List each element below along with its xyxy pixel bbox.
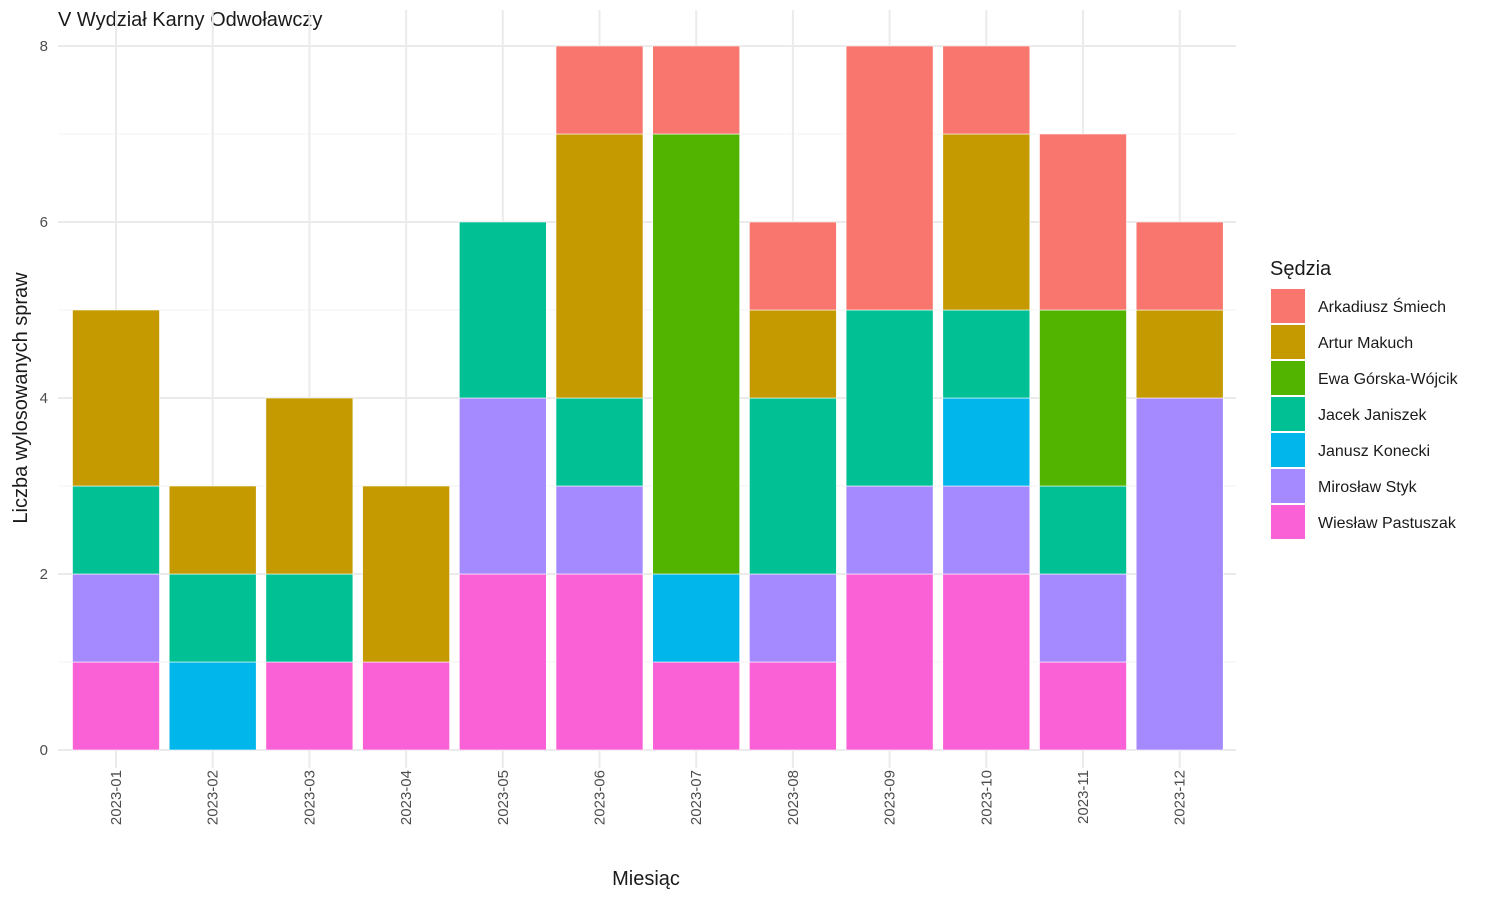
y-axis-ticks: 0 2 4 6 8 [40, 38, 48, 759]
bar-segment [1039, 661, 1127, 751]
bar-segment [72, 573, 160, 663]
bar-segment [749, 661, 837, 751]
bar-segment [1039, 309, 1127, 487]
bar-segment [1135, 397, 1224, 751]
bar-segment [265, 661, 354, 751]
x-tick-label: 2023-10 [978, 770, 995, 825]
bar-segment [942, 485, 1031, 575]
legend-label: Arkadiusz Śmiech [1318, 297, 1446, 316]
bar-segment [749, 397, 837, 575]
x-tick-label: 2023-02 [205, 770, 222, 825]
x-tick-label: 2023-06 [592, 770, 609, 825]
bar-segment [749, 221, 837, 311]
legend-swatch [1271, 505, 1305, 539]
x-tick-label: 2023-03 [301, 770, 318, 825]
bar-segment [458, 221, 547, 399]
bars [72, 45, 1224, 751]
bar-segment [652, 133, 741, 575]
bar-segment [749, 309, 837, 399]
legend-label: Janusz Konecki [1318, 443, 1430, 460]
legend-title: Sędzia [1270, 258, 1332, 280]
legend-label: Ewa Górska-Wójcik [1318, 371, 1459, 388]
legend-swatch [1271, 397, 1305, 431]
legend-swatch [1271, 433, 1305, 467]
x-tick-label: 2023-09 [882, 770, 899, 825]
bar-segment [265, 397, 354, 575]
bar-segment [265, 573, 354, 663]
bar-segment [942, 45, 1031, 135]
legend-swatch [1271, 289, 1305, 323]
bar-segment [1135, 309, 1224, 399]
legend-swatch [1271, 325, 1305, 359]
bar-segment [458, 397, 547, 575]
bar-segment [168, 661, 257, 751]
x-axis-ticks: 2023-01 2023-02 2023-03 2023-04 2023-05 2023-… [108, 770, 1189, 825]
bar-segment [1039, 133, 1127, 311]
legend-label: Jacek Janiszek [1318, 407, 1427, 424]
y-tick-label: 2 [40, 566, 48, 583]
bar-segment [72, 485, 160, 575]
x-tick-label: 2023-12 [1172, 770, 1189, 825]
bar-segment [168, 573, 257, 663]
bar-segment [72, 309, 160, 487]
bar-segment [942, 397, 1031, 487]
legend-swatch [1271, 361, 1305, 395]
bar-segment [652, 661, 741, 751]
y-tick-label: 8 [40, 38, 48, 55]
bar-segment [1135, 221, 1224, 311]
x-tick-label: 2023-01 [108, 770, 125, 825]
x-tick-label: 2023-08 [785, 770, 802, 825]
bar-segment [942, 573, 1031, 751]
bar-segment [555, 573, 644, 751]
bar-segment [362, 661, 450, 751]
legend: Sędzia Arkadiusz Śmiech Artur Makuch Ewa G… [1270, 258, 1459, 539]
legend-label: Wiesław Pastuszak [1318, 515, 1457, 532]
bar-segment [845, 309, 934, 487]
x-tick-label: 2023-05 [495, 770, 512, 825]
bar-segment [845, 45, 934, 311]
bar-segment [1039, 573, 1127, 663]
bar-segment [942, 133, 1031, 311]
bar-segment [555, 133, 644, 399]
bar-segment [652, 573, 741, 663]
bar-segment [555, 397, 644, 487]
bar-segment [458, 573, 547, 751]
bar-segment [749, 573, 837, 663]
x-axis-title: Miesiąc [612, 868, 680, 890]
y-axis-title: Liczba wylosowanych spraw [10, 272, 32, 524]
bar-segment [555, 45, 644, 135]
bar-segment [942, 309, 1031, 399]
x-tick-label: 2023-11 [1075, 770, 1092, 824]
legend-label: Artur Makuch [1318, 335, 1413, 352]
bar-segment [1039, 485, 1127, 575]
bar-segment [555, 485, 644, 575]
y-tick-label: 0 [40, 742, 48, 759]
x-tick-label: 2023-04 [398, 770, 415, 825]
bar-segment [845, 485, 934, 575]
legend-swatch [1271, 469, 1305, 503]
chart-title: V Wydział Karny Odwoławczy [58, 9, 322, 31]
y-tick-label: 4 [40, 390, 48, 407]
bar-segment [845, 573, 934, 751]
bar-segment [362, 485, 450, 663]
bar-segment [652, 45, 741, 135]
y-tick-label: 6 [40, 214, 48, 231]
bar-segment [168, 485, 257, 575]
bar-segment [72, 661, 160, 751]
legend-label: Mirosław Styk [1318, 479, 1418, 496]
x-tick-label: 2023-07 [688, 770, 705, 825]
